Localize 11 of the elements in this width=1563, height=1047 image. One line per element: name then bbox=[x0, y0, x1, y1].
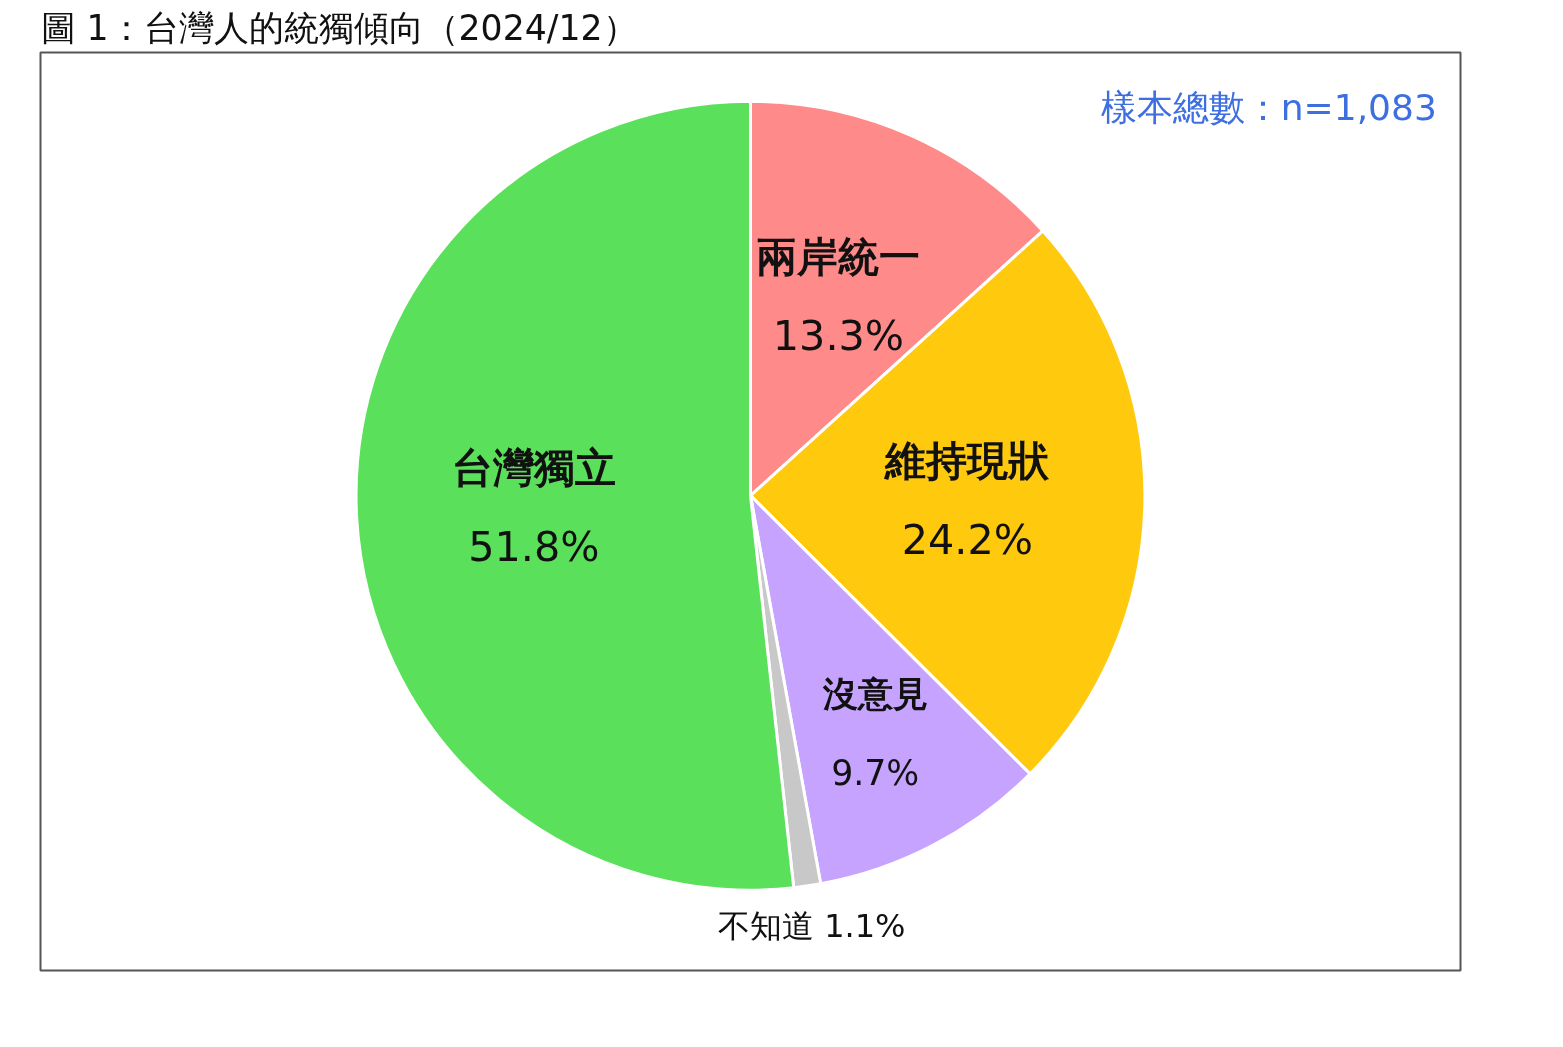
slice-label: 兩岸統一 bbox=[756, 233, 921, 282]
slice-label: 維持現狀 bbox=[883, 437, 1051, 486]
data-label: 51.8% bbox=[468, 523, 600, 572]
data-label: 9.7% bbox=[831, 753, 920, 794]
slice-label: 沒意見 bbox=[821, 674, 928, 715]
slice-label: 台灣獨立 bbox=[451, 444, 616, 493]
slice-label: 不知道 1.1% bbox=[718, 907, 906, 946]
chart-title: 圖 1：台灣人的統獨傾向（2024/12） bbox=[40, 7, 638, 48]
data-label: 13.3% bbox=[772, 312, 905, 361]
text: 樣本總數：n=1,083 bbox=[1100, 87, 1437, 129]
data-label: 24.2% bbox=[901, 516, 1034, 565]
